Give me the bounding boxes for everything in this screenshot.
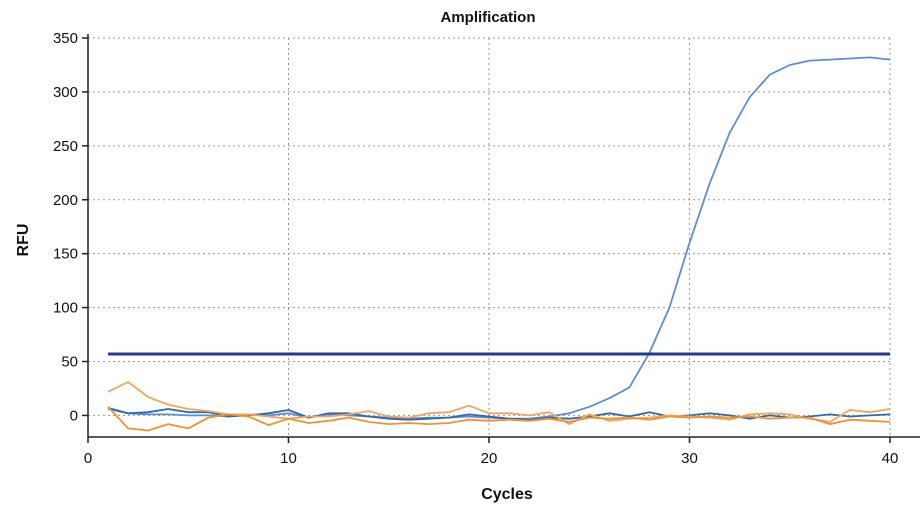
series-lines — [107, 56, 891, 432]
y-tick-label: 200 — [53, 192, 78, 209]
y-tick-label: 0 — [70, 407, 78, 424]
x-tick-label: 10 — [280, 450, 297, 467]
y-tick-label: 300 — [53, 84, 78, 101]
series-line-3 — [107, 381, 891, 426]
axes — [82, 34, 920, 443]
x-tick-label: 30 — [681, 450, 698, 467]
x-tick-label: 0 — [84, 450, 92, 467]
x-axis-title: Cycles — [481, 486, 533, 503]
y-tick-label: 50 — [61, 354, 78, 371]
y-tick-label: 350 — [53, 30, 78, 47]
y-tick-label: 150 — [53, 246, 78, 263]
chart-title: Amplification — [440, 9, 535, 26]
y-tick-label: 250 — [53, 138, 78, 155]
grid-lines — [88, 37, 891, 437]
x-tick-label: 40 — [882, 450, 899, 467]
series-line-4 — [107, 406, 891, 432]
y-axis-title: RFU — [15, 224, 32, 257]
y-tick-label: 100 — [53, 300, 78, 317]
tick-labels: 0 50 100 150 200 250 300 350 0 10 20 30 40 — [53, 30, 898, 467]
x-tick-label: 20 — [481, 450, 498, 467]
